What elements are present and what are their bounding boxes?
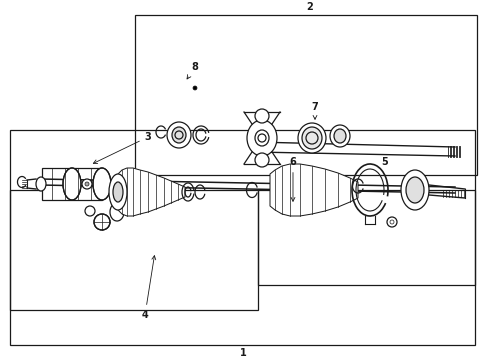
Text: 4: 4: [142, 256, 156, 320]
Text: 8: 8: [187, 62, 198, 79]
Circle shape: [193, 86, 197, 90]
Bar: [10, 190, 258, 310]
Ellipse shape: [63, 168, 81, 200]
Circle shape: [255, 109, 269, 123]
Ellipse shape: [334, 129, 346, 143]
Ellipse shape: [247, 120, 277, 156]
Ellipse shape: [172, 127, 186, 143]
Ellipse shape: [36, 177, 46, 191]
Bar: [42, 168, 102, 200]
Text: 6: 6: [290, 157, 296, 201]
Text: 2: 2: [307, 2, 314, 12]
Circle shape: [82, 179, 92, 189]
Ellipse shape: [113, 182, 123, 202]
Circle shape: [255, 153, 269, 167]
Bar: [10, 130, 475, 345]
Ellipse shape: [401, 170, 429, 210]
Bar: [135, 15, 477, 175]
Bar: [258, 190, 475, 285]
Ellipse shape: [298, 123, 326, 153]
Ellipse shape: [109, 174, 127, 210]
Polygon shape: [118, 168, 185, 216]
Polygon shape: [270, 164, 358, 216]
Circle shape: [94, 214, 110, 230]
Text: 5: 5: [382, 157, 389, 167]
Ellipse shape: [255, 130, 269, 146]
Ellipse shape: [406, 177, 424, 203]
Ellipse shape: [93, 168, 111, 200]
Text: 3: 3: [93, 132, 151, 163]
Circle shape: [85, 182, 89, 186]
Ellipse shape: [330, 125, 350, 147]
Ellipse shape: [167, 122, 191, 148]
Text: 7: 7: [312, 102, 318, 119]
Text: 1: 1: [240, 348, 246, 358]
Ellipse shape: [302, 127, 322, 149]
